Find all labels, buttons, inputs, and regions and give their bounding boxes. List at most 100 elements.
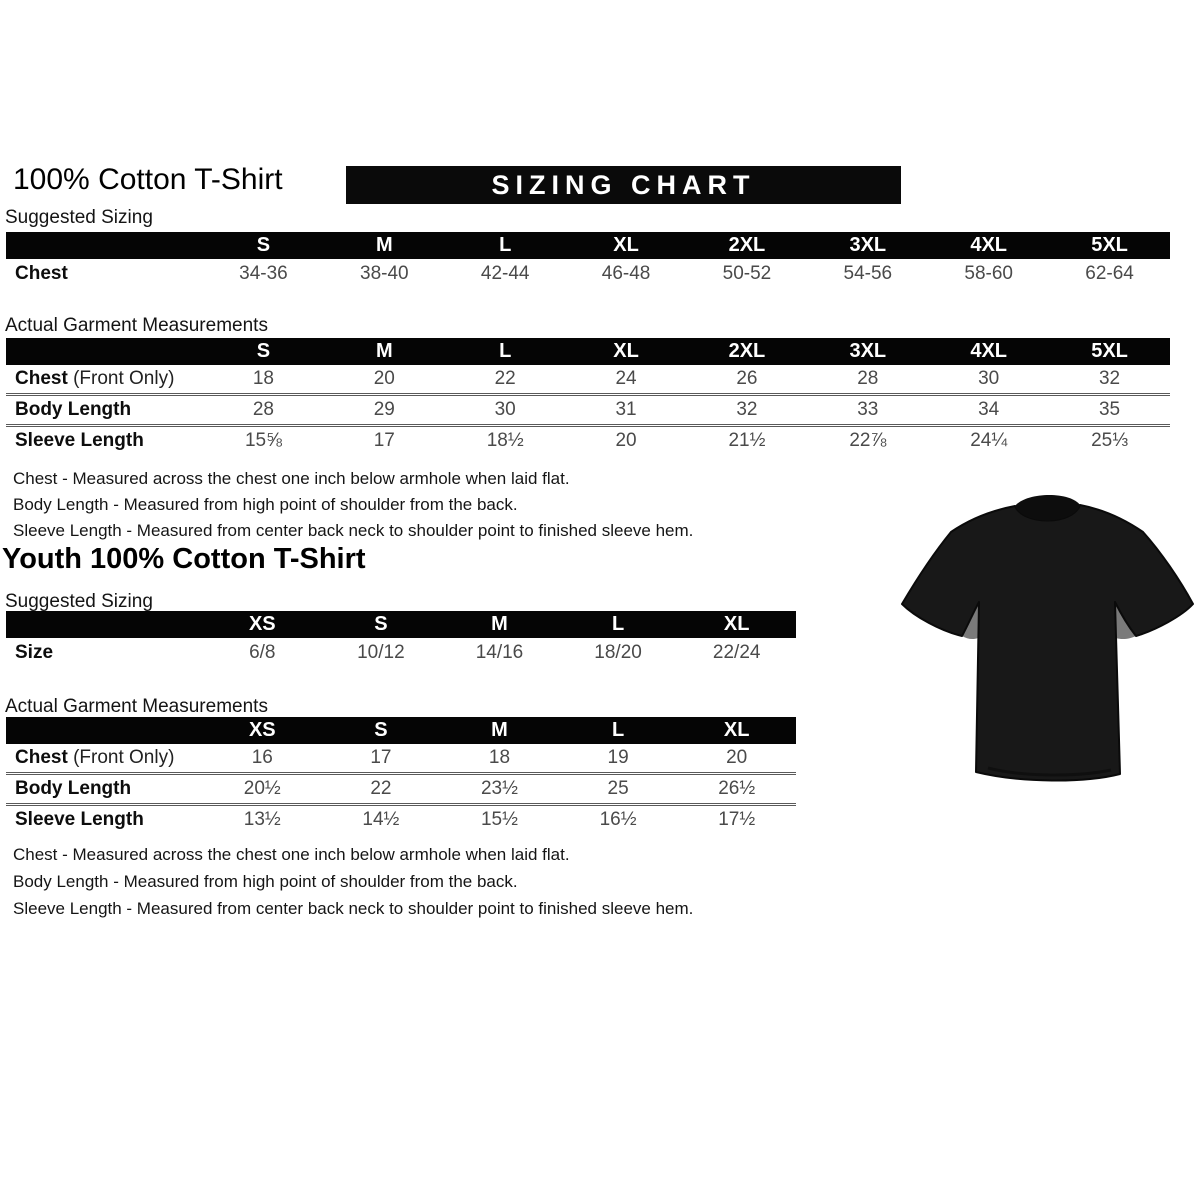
cell: 32 [1098,368,1121,389]
adult-suggested-sizing-table: S M L XL 2XL 3XL 4XL 5XL Chest 34-36 38-… [6,232,1170,289]
column-header: 4XL [928,338,1050,365]
adult-measurement-notes: Chest - Measured across the chest one in… [13,466,693,544]
cell: 18/20 [594,642,642,663]
cell: 17 [370,747,392,768]
row-label: Chest [6,259,203,289]
table-row: Chest (Front Only) 16 17 18 19 20 [6,744,796,774]
column-header: S [321,611,441,638]
youth-section-title: Youth 100% Cotton T-Shirt [2,543,366,575]
cell: 33 [807,393,929,426]
cell: 14½ [321,803,441,834]
cell: 29 [323,393,445,426]
cell: 16 [251,747,273,768]
cell: 17½ [677,803,796,834]
column-header: 2XL [686,232,808,259]
column-header: 3XL [807,338,929,365]
cell: 16½ [558,803,678,834]
cell: 42-44 [480,263,530,284]
cell: 14/16 [475,642,524,663]
cell: 24¼ [928,424,1050,455]
cell: 20 [565,424,687,455]
column-header: M [323,232,445,259]
row-label: Size [6,638,203,668]
column-header: 5XL [1049,232,1170,259]
column-header-blank [6,717,203,744]
cell: 25 [558,772,678,805]
adult-actual-measurements-label: Actual Garment Measurements [5,315,268,336]
cell: 38-40 [360,263,409,284]
table-row: Body Length 20½ 22 23½ 25 26½ [6,772,796,805]
column-header: S [321,717,441,744]
cell: 28 [857,368,879,389]
cell: 35 [1049,393,1170,426]
row-label-text: Chest [15,263,68,284]
cell: 30 [978,368,1000,389]
row-label-text: Body Length [15,399,132,420]
column-header: L [558,611,678,638]
cell: 22⅞ [807,424,929,455]
cell: 58-60 [964,263,1013,284]
column-header: XL [677,717,796,744]
tshirt-collar [1015,494,1080,521]
cell: 18 [488,747,511,768]
row-label-text: Sleeve Length [15,809,144,830]
cell: 15½ [440,803,559,834]
cell: 20 [373,368,395,389]
row-label: Sleeve Length [6,803,203,834]
sizing-chart-banner-label: SIZING CHART [491,170,756,200]
cell: 18 [252,368,274,389]
table-row: Sleeve Length 13½ 14½ 15½ 16½ 17½ [6,803,796,834]
column-header: XL [565,338,687,365]
cell: 31 [565,393,687,426]
cell: 6/8 [249,642,276,663]
page-title: 100% Cotton T-Shirt [13,163,283,196]
note-line: Body Length - Measured from high point o… [13,495,518,514]
tshirt-silhouette [901,504,1194,782]
cell: 26½ [677,772,796,805]
youth-actual-measurements-label: Actual Garment Measurements [5,696,268,717]
cell: 25⅓ [1049,424,1170,455]
cell: 23½ [440,772,559,805]
column-header: 4XL [928,232,1050,259]
note-line: Body Length - Measured from high point o… [13,872,518,891]
column-header: S [203,338,324,365]
column-header: S [203,232,324,259]
note-line: Sleeve Length - Measured from center bac… [13,899,694,918]
column-header: 3XL [807,232,929,259]
tshirt-left-sleeve-shadow [962,602,979,640]
cell: 22 [321,772,441,805]
column-header: L [444,338,566,365]
table-row: Chest (Front Only) 18 20 22 24 26 28 30 … [6,365,1170,395]
cell: 13½ [203,803,322,834]
column-header: L [558,717,678,744]
cell: 50-52 [722,263,772,284]
column-header: 2XL [686,338,808,365]
column-header-blank [6,338,203,365]
tshirt-right-sleeve-shadow [1115,602,1136,640]
cell: 34-36 [239,263,288,284]
cell: 15⅝ [203,424,324,455]
column-header: XS [203,611,322,638]
table-header-row: XS S M L XL [6,717,796,744]
cell: 17 [323,424,445,455]
note-line: Chest - Measured across the chest one in… [13,469,570,488]
cell: 34 [928,393,1050,426]
table-row: Chest 34-36 38-40 42-44 46-48 50-52 54-5… [6,259,1170,289]
youth-measurement-notes: Chest - Measured across the chest one in… [13,841,693,922]
cell: 18½ [444,424,566,455]
cell: 22 [494,368,516,389]
cell: 54-56 [843,263,893,284]
table-row: Sleeve Length 15⅝ 17 18½ 20 21½ 22⅞ 24¼ … [6,424,1170,455]
table-row: Size 6/8 10/12 14/16 18/20 22/24 [6,638,796,668]
row-label-suffix: (Front Only) [67,747,175,768]
column-header-blank [6,611,203,638]
cell: 32 [686,393,808,426]
tshirt-hem-wrinkle [987,766,1112,777]
youth-actual-measurements-table: XS S M L XL Chest (Front Only) 16 17 18 … [6,717,796,834]
row-label-text: Sleeve Length [15,430,144,451]
cell: 30 [444,393,566,426]
row-label-text: Chest [15,368,68,389]
tshirt-graphic [901,494,1194,782]
cell: 19 [607,747,629,768]
column-header: M [440,611,559,638]
